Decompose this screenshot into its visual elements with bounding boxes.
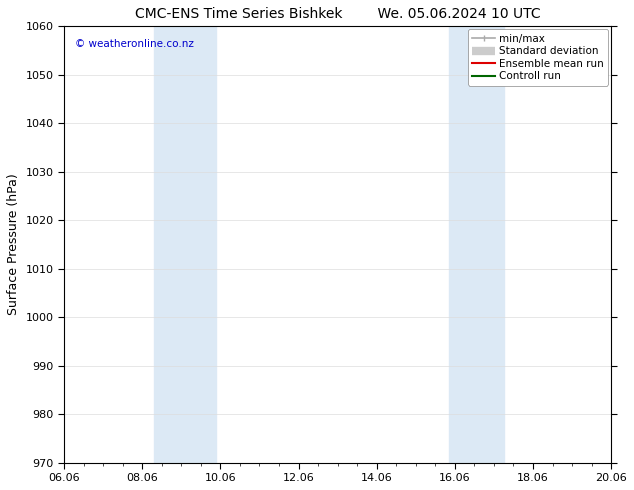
- Bar: [154, 26, 216, 463]
- Bar: [449, 26, 503, 463]
- Text: © weatheronline.co.nz: © weatheronline.co.nz: [75, 39, 194, 49]
- Legend: min/max, Standard deviation, Ensemble mean run, Controll run: min/max, Standard deviation, Ensemble me…: [468, 29, 608, 86]
- Title: CMC-ENS Time Series Bishkek        We. 05.06.2024 10 UTC: CMC-ENS Time Series Bishkek We. 05.06.20…: [135, 7, 540, 21]
- Y-axis label: Surface Pressure (hPa): Surface Pressure (hPa): [7, 173, 20, 316]
